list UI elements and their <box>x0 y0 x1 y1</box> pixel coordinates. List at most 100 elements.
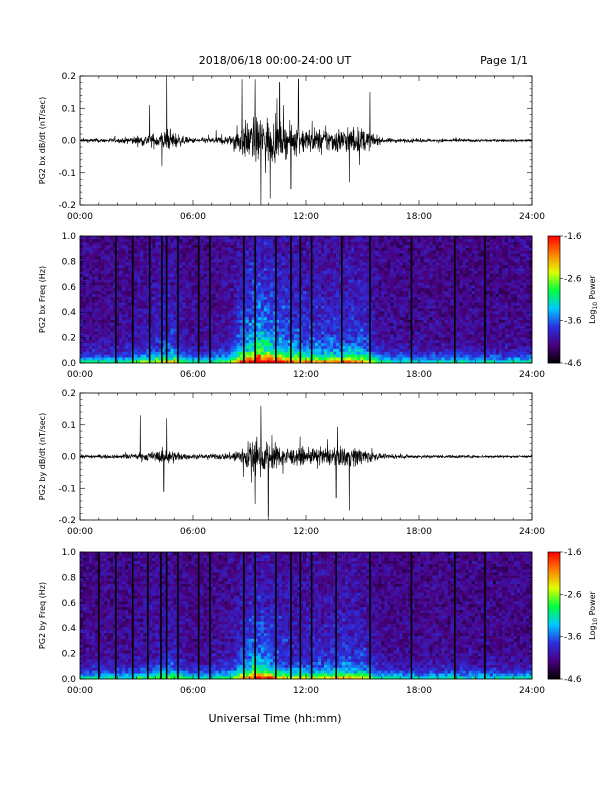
spectrogram-cell <box>299 241 304 245</box>
spectrogram-cell <box>287 360 292 364</box>
spectrogram-cell <box>149 308 153 312</box>
spectrogram-cell <box>405 238 409 243</box>
spectrogram-cell <box>248 267 253 271</box>
spectrogram-cell <box>357 279 361 283</box>
spectrogram-cell <box>357 345 361 349</box>
spectrogram-cell <box>158 238 162 243</box>
spectrogram-cell <box>390 319 394 323</box>
spectrogram-cell <box>263 270 268 274</box>
spectrogram-cell <box>104 308 108 312</box>
spectrogram-cell <box>408 241 412 245</box>
spectrogram-cell <box>158 360 162 364</box>
spectrogram-cell <box>191 290 195 295</box>
spectrogram-cell <box>86 293 90 297</box>
spectrogram-cell <box>128 256 132 260</box>
spectrogram-cell <box>366 285 370 289</box>
spectrogram-cell <box>116 264 120 269</box>
spectrogram-cell <box>125 345 129 349</box>
spectrogram-cell <box>293 273 298 277</box>
spectrogram-cell <box>281 308 286 312</box>
spectrogram-cell <box>227 337 231 341</box>
spectrogram-cell <box>360 236 364 240</box>
spectrogram-cell <box>378 273 382 277</box>
spectrogram-cell <box>399 273 403 277</box>
spectrogram-cell <box>206 342 210 346</box>
spectrogram-cell <box>381 339 385 344</box>
spectrogram-cell <box>200 282 204 286</box>
spectrogram-cell <box>330 247 334 251</box>
spectrogram-cell <box>351 241 355 245</box>
spectrogram-cell <box>372 302 376 306</box>
spectrogram-cell <box>351 325 355 329</box>
spectrogram-cell <box>128 290 132 295</box>
spectrogram-cell <box>128 285 132 289</box>
spectrogram-cell <box>92 328 96 332</box>
spectrogram-cell <box>194 261 198 266</box>
spectrogram-cell <box>384 261 388 266</box>
spectrogram-cell <box>309 339 313 344</box>
spectrogram-cell <box>125 337 129 341</box>
spectrogram-cell <box>260 328 265 332</box>
spectrogram-cell <box>230 238 234 243</box>
spectrogram-cell <box>336 256 340 260</box>
spectrogram-cell <box>95 339 99 344</box>
spectrogram-cell <box>209 316 213 321</box>
spectrogram-cell <box>182 253 186 257</box>
spectrogram-cell <box>363 319 367 323</box>
spectrogram-cell <box>146 345 150 349</box>
spectrogram-cell <box>330 308 334 312</box>
spectrogram-cell <box>113 241 117 245</box>
spectrogram-cell <box>275 279 280 283</box>
spectrogram-cell <box>251 276 256 280</box>
spectrogram-cell <box>95 273 99 277</box>
spectrogram-cell <box>384 337 388 341</box>
spectrogram-cell <box>137 325 141 329</box>
spectrogram-cell <box>128 253 132 257</box>
spectrogram-cell <box>116 302 120 306</box>
spectrogram-cell <box>372 322 376 326</box>
spectrogram-cell <box>149 273 153 277</box>
spectrogram-cell <box>218 259 222 263</box>
spectrogram-cell <box>254 357 259 361</box>
spectrogram-cell <box>390 236 394 240</box>
spectrogram-cell <box>107 334 111 338</box>
spectrogram-cell <box>357 351 361 355</box>
spectrogram-cell <box>330 256 334 260</box>
spectrogram-cell <box>336 354 340 358</box>
spectrogram-cell <box>402 279 406 283</box>
spectrogram-cell <box>188 316 192 321</box>
spectrogram-cell <box>309 247 313 251</box>
spectrogram-cell <box>360 337 364 341</box>
spectrogram-cell <box>128 287 132 292</box>
spectrogram-cell <box>206 311 210 315</box>
spectrogram-cell <box>182 319 186 323</box>
spectrogram-cell <box>345 285 349 289</box>
spectrogram-cell <box>83 345 87 349</box>
spectrogram-cell <box>296 296 301 300</box>
spectrogram-cell <box>248 345 253 349</box>
spectrogram-cell <box>206 279 210 283</box>
spectrogram-cell <box>92 319 96 323</box>
spectrogram-cell <box>272 331 277 335</box>
spectrogram-cell <box>278 357 283 361</box>
spectrogram-cell <box>83 238 87 243</box>
spectrogram-cell <box>260 334 265 338</box>
spectrogram-cell <box>227 236 231 240</box>
spectrogram-cell <box>327 267 331 271</box>
spectrogram-cell <box>384 311 388 315</box>
spectrogram-cell <box>302 241 307 245</box>
spectrogram-cell <box>348 273 352 277</box>
spectrogram-cell <box>396 296 400 300</box>
spectrogram-cell <box>306 331 310 335</box>
spectrogram-cell <box>408 287 412 292</box>
spectrogram-cell <box>224 270 228 274</box>
spectrogram-cell <box>351 328 355 332</box>
spectrogram-cell <box>149 351 153 355</box>
spectrogram-cell <box>336 293 340 297</box>
spectrogram-cell <box>336 337 340 341</box>
spectrogram-cell <box>236 339 240 344</box>
spectrogram-cell <box>266 308 271 312</box>
spectrogram-cell <box>263 259 268 263</box>
spectrogram-cell <box>396 337 400 341</box>
spectrogram-cell <box>86 238 90 243</box>
